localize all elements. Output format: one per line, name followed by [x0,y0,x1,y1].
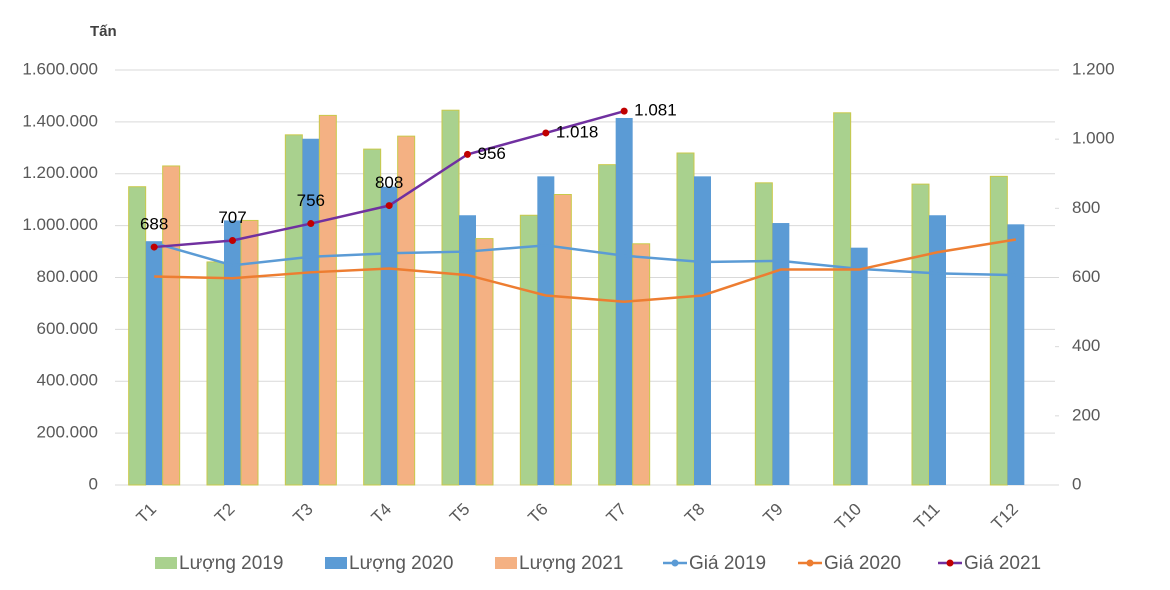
y-tick-label: 1.400.000 [22,111,98,130]
bar [553,194,572,486]
x-tick-label: T4 [368,500,395,527]
bar [284,134,303,486]
line [154,238,1017,303]
x-tick-label: T3 [289,500,316,527]
line [153,241,1016,277]
value-label: 688 [140,215,168,234]
legend-swatch [495,557,517,569]
legend-marker [946,559,954,567]
y-tick-label: 200.000 [37,423,98,442]
marker [464,150,471,158]
bar [929,215,946,485]
bar [772,223,790,485]
legend-marker [671,559,679,567]
bar [206,261,225,486]
y2-tick-label: 600 [1072,267,1100,286]
x-tick-label: T10 [831,500,865,534]
bar [598,164,617,486]
marker [385,202,393,210]
x-tick-label: T1 [133,500,160,527]
bar [676,152,695,486]
bar [224,220,241,485]
legend-swatch [325,557,347,569]
y2-tick-label: 1.200 [1072,59,1115,78]
marker [307,220,315,228]
legend-label: Giá 2020 [824,553,901,574]
x-tick-label: T12 [988,500,1022,534]
bar [459,215,476,485]
value-label: 1.081 [634,101,677,120]
bar [537,176,555,485]
x-tick-label: T2 [211,500,238,527]
y2-tick-label: 800 [1072,198,1100,217]
y2-tick-label: 200 [1072,405,1100,424]
bar [833,112,852,486]
legend-label: Lượng 2019 [179,553,283,574]
bar [989,175,1008,486]
bar [475,238,494,486]
y-tick-label: 800.000 [37,267,98,286]
bar [380,186,398,485]
marker [620,107,628,115]
legend-label: Lượng 2021 [519,553,623,574]
bar [145,241,163,485]
marker [542,129,550,137]
x-tick-label: T6 [524,500,551,527]
x-tick-label: T11 [910,500,943,533]
x-tick-label: T5 [446,500,473,527]
bar [397,135,416,486]
x-tick-label: T7 [603,500,630,527]
bar [519,214,538,486]
bar [911,183,930,486]
bar [318,114,337,486]
legend-marker [806,559,814,567]
y2-tick-label: 400 [1072,336,1100,355]
bar [694,176,711,485]
y2-tick-label: 1.000 [1072,129,1115,148]
y-axis-unit: Tấn [90,23,117,40]
y-tick-label: 600.000 [37,319,98,338]
value-label: 756 [297,191,325,210]
x-tick-label: T9 [759,500,786,527]
value-label: 1.018 [556,122,599,141]
y-tick-label: 400.000 [37,371,98,390]
bar [850,247,868,485]
value-label: 956 [478,144,506,163]
marker [150,243,158,251]
bar [240,219,259,486]
y-tick-label: 0 [89,474,98,493]
bar [632,243,651,486]
y2-tick-label: 0 [1072,474,1081,493]
bar [754,182,773,486]
bar [363,148,382,486]
value-label: 707 [218,208,246,227]
legend-swatch [155,557,177,569]
bar [1007,224,1025,485]
legend-label: Giá 2021 [964,553,1041,574]
marker [229,236,236,244]
y-tick-label: 1.000.000 [22,215,98,234]
legend-label: Giá 2019 [689,553,766,574]
value-label: 808 [375,173,403,192]
y-tick-label: 1.600.000 [22,59,98,78]
y-tick-label: 1.200.000 [22,163,98,182]
x-tick-label: T8 [681,500,708,527]
legend-label: Lượng 2020 [349,553,453,574]
